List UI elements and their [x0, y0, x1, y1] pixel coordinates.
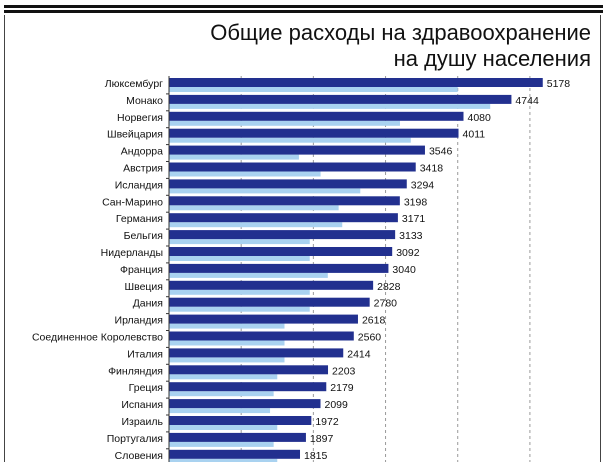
bar-secondary [169, 323, 285, 329]
category-label: Словения [115, 450, 163, 462]
category-label: Дания [133, 298, 163, 310]
bar [169, 263, 389, 273]
data-label: 3171 [402, 213, 426, 225]
bar [169, 196, 400, 206]
bar [169, 162, 416, 172]
data-label: 2780 [374, 298, 398, 310]
bar-secondary [169, 357, 285, 363]
bar [169, 145, 425, 155]
bar [169, 128, 459, 138]
category-label: Монако [126, 95, 163, 107]
bar [169, 449, 301, 459]
bar [169, 399, 321, 409]
category-label: Швейцария [107, 129, 163, 141]
bar-secondary [169, 441, 274, 447]
chart-title-line-2: на душу населения [393, 46, 591, 71]
bar-secondary [169, 205, 339, 211]
bar-secondary [169, 239, 310, 245]
category-label: Италия [127, 348, 163, 360]
top-rule-thick [4, 5, 603, 8]
bar-secondary [169, 222, 343, 228]
bar [169, 247, 393, 256]
data-label: 3133 [399, 230, 423, 242]
chart-title-line-1: Общие расходы на здравоохранение [210, 20, 591, 45]
bar [169, 432, 306, 442]
data-label: 2414 [347, 348, 371, 360]
bar [169, 230, 396, 240]
category-label: Бельгия [124, 230, 163, 242]
category-label: Андорра [121, 146, 163, 158]
data-label: 2828 [377, 281, 401, 293]
bar-secondary [169, 425, 278, 430]
bar [169, 94, 512, 104]
bar-secondary [169, 374, 278, 380]
bar-secondary [169, 171, 321, 177]
data-label: 4744 [515, 95, 539, 107]
category-label: Исландия [115, 179, 163, 191]
data-label: 2618 [362, 315, 386, 327]
bar-secondary [169, 120, 400, 126]
top-rule-thin [4, 10, 603, 13]
category-label: Ирландия [115, 315, 163, 327]
data-label: 3546 [429, 146, 453, 158]
data-label: 3092 [396, 247, 420, 259]
category-label: Франция [120, 264, 163, 276]
bar-secondary [169, 306, 310, 312]
bar-secondary [169, 289, 310, 295]
category-label: Соединенное Королевство [32, 332, 163, 344]
data-label: 2099 [325, 399, 349, 411]
bar-secondary [169, 87, 458, 92]
chart-frame [4, 15, 601, 462]
category-label: Сан-Марино [102, 196, 163, 208]
category-label: Австрия [123, 163, 163, 175]
category-label: Финляндия [108, 365, 163, 377]
bar [169, 314, 358, 324]
category-label: Люксембург [105, 78, 163, 90]
bar [169, 331, 354, 341]
data-label: 1815 [304, 450, 328, 462]
bar [169, 213, 398, 223]
chart-title: Общие расходы на здравоохранение на душу… [171, 20, 591, 72]
bar-secondary [169, 137, 411, 143]
data-label: 5178 [547, 78, 571, 90]
bar [169, 416, 312, 425]
bar [169, 348, 344, 358]
data-label: 2203 [332, 365, 356, 377]
bar-secondary [169, 188, 361, 194]
data-label: 3198 [404, 196, 428, 208]
bar [169, 365, 329, 375]
category-label: Греция [129, 382, 163, 394]
data-label: 1972 [315, 416, 339, 428]
bar-secondary [169, 340, 285, 346]
bar-secondary [169, 391, 274, 397]
category-label: Израиль [121, 416, 163, 428]
bar [169, 280, 374, 290]
data-label: 3418 [420, 163, 444, 175]
bar-secondary [169, 256, 310, 261]
category-label: Нидерланды [101, 247, 163, 259]
bar [169, 78, 543, 87]
bar-secondary [169, 154, 299, 160]
category-label: Португалия [107, 433, 163, 445]
data-label: 4080 [468, 112, 492, 124]
bar [169, 297, 370, 307]
data-label: 3040 [392, 264, 416, 276]
category-label: Швеция [125, 281, 164, 293]
category-label: Норвегия [117, 112, 163, 124]
data-label: 3294 [411, 179, 435, 191]
bar [169, 111, 464, 121]
data-label: 2179 [330, 382, 354, 394]
bar-secondary [169, 458, 278, 462]
category-label: Германия [116, 213, 163, 225]
data-label: 2560 [358, 332, 382, 344]
bar-secondary [169, 103, 491, 109]
data-label: 1897 [310, 433, 334, 445]
bar-secondary [169, 408, 271, 414]
bar-secondary [169, 272, 328, 278]
bar [169, 179, 407, 189]
data-label: 4011 [463, 129, 486, 141]
bar [169, 382, 327, 392]
category-label: Испания [121, 399, 163, 411]
